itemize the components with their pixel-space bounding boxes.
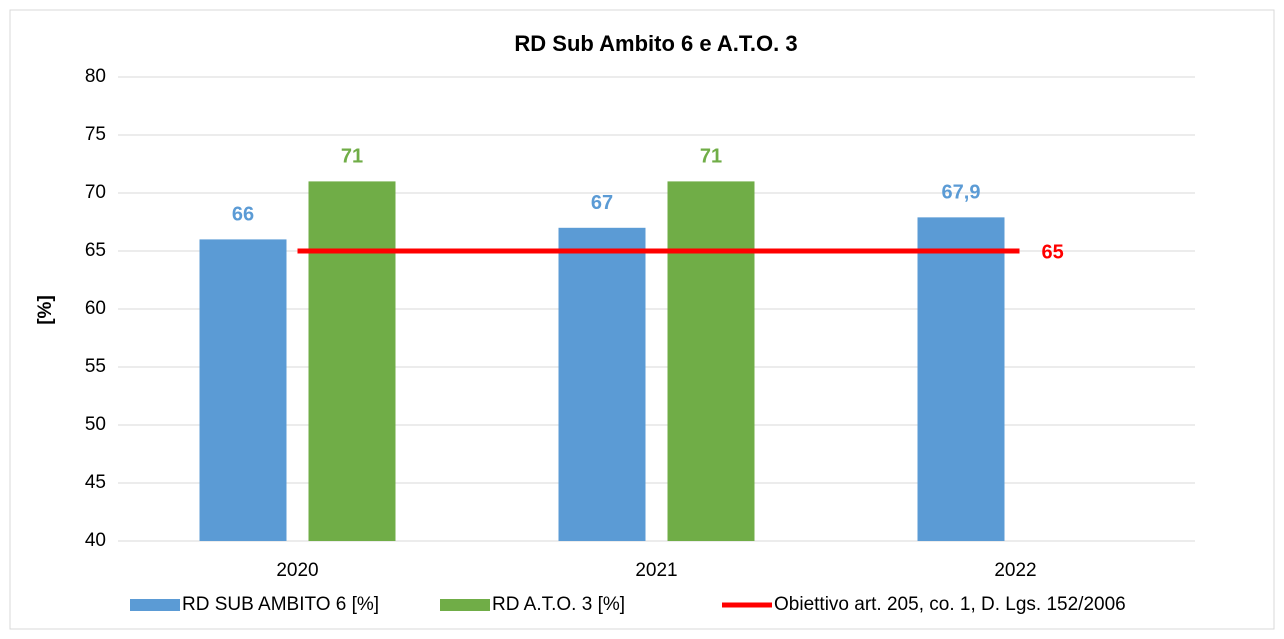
data-label: 65 — [1042, 241, 1064, 263]
bar — [917, 217, 1005, 542]
x-tick-label: 2020 — [276, 560, 318, 581]
bar — [199, 239, 287, 541]
data-label: 71 — [700, 146, 722, 168]
y-tick-label: 55 — [85, 356, 106, 377]
data-label: 67,9 — [942, 182, 981, 204]
data-label: 67 — [591, 192, 613, 214]
y-axis-label: [%] — [35, 295, 56, 325]
legend-label: RD SUB AMBITO 6 [%] — [182, 594, 379, 615]
bar — [667, 181, 755, 541]
y-tick-label: 60 — [85, 298, 106, 319]
y-tick-label: 70 — [85, 182, 106, 203]
chart-title: RD Sub Ambito 6 e A.T.O. 3 — [514, 31, 797, 56]
data-label: 66 — [232, 204, 254, 226]
bar — [308, 181, 396, 541]
y-tick-label: 50 — [85, 414, 106, 435]
y-tick-label: 40 — [85, 530, 106, 551]
legend-label: Obiettivo art. 205, co. 1, D. Lgs. 152/2… — [774, 594, 1126, 615]
x-tick-label: 2022 — [994, 560, 1036, 581]
legend-label: RD A.T.O. 3 [%] — [492, 594, 625, 615]
y-tick-label: 45 — [85, 472, 106, 493]
y-tick-label: 65 — [85, 240, 106, 261]
y-tick-label: 80 — [85, 66, 106, 87]
legend-swatch — [130, 599, 180, 611]
y-tick-label: 75 — [85, 124, 106, 145]
legend-swatch — [440, 599, 490, 611]
data-label: 71 — [341, 146, 363, 168]
x-tick-label: 2021 — [635, 560, 677, 581]
bar — [558, 227, 646, 542]
